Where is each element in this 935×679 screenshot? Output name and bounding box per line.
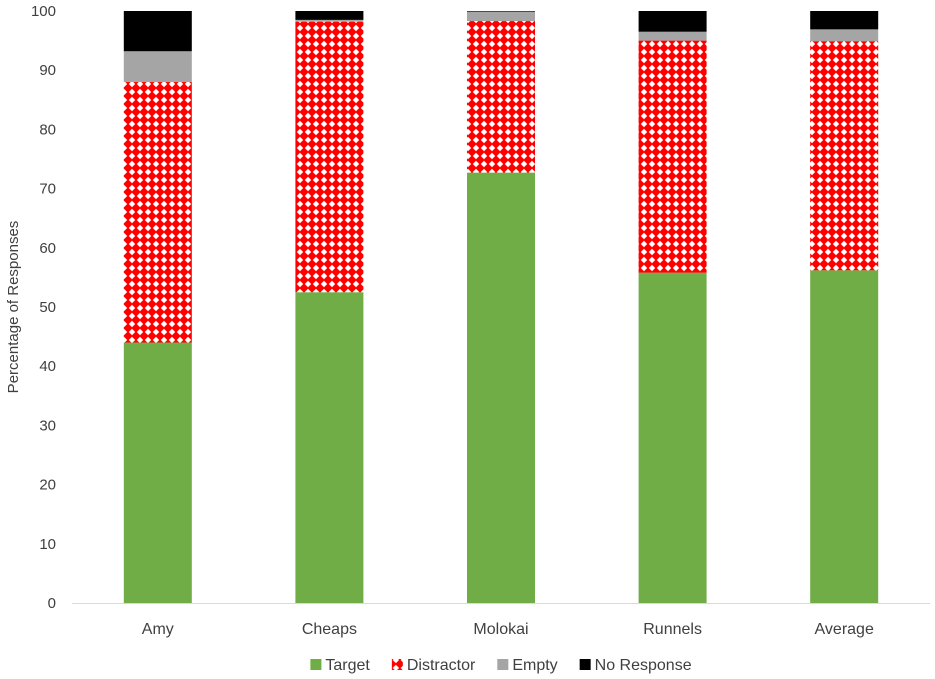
legend-label-no-response: No Response [595, 657, 692, 674]
y-axis: 0 10 20 30 40 50 60 70 80 90 100 [31, 3, 56, 612]
bar-target-molokai [467, 172, 535, 603]
bar-target-amy [123, 342, 192, 603]
bar-distractor-amy [123, 82, 192, 343]
y-tick-label: 90 [39, 62, 56, 79]
bar-no-response-amy [123, 11, 192, 52]
legend-item-distractor: Distractor [391, 657, 476, 674]
y-tick-label: 50 [39, 299, 56, 316]
bar-empty-runnels [638, 31, 707, 41]
legend-item-empty: Empty [497, 657, 558, 674]
bar-target-average [810, 270, 879, 603]
legend-label-empty: Empty [512, 657, 557, 674]
bar-empty-average [810, 29, 879, 42]
y-tick-label: 20 [39, 477, 56, 494]
x-axis: Amy Cheaps Molokai Runnels Average [72, 603, 930, 638]
bar-distractor-cheaps [295, 21, 364, 293]
y-tick-label: 40 [39, 358, 56, 375]
y-tick-label: 80 [39, 121, 56, 138]
bar-no-response-average [810, 11, 879, 30]
bar-no-response-runnels [638, 11, 707, 32]
legend-label-target: Target [325, 657, 370, 674]
x-tick-label-cheaps: Cheaps [302, 621, 357, 638]
bar-no-response-molokai [467, 11, 535, 12]
legend-swatch-target [310, 659, 322, 670]
bar-distractor-average [810, 41, 879, 271]
bar-empty-amy [123, 51, 192, 83]
y-tick-label: 60 [39, 240, 56, 257]
x-tick-label-molokai: Molokai [473, 621, 528, 638]
x-tick-label-average: Average [815, 621, 874, 638]
bar-empty-cheaps [295, 19, 364, 22]
legend-swatch-no-response [579, 659, 591, 670]
bar-no-response-cheaps [295, 11, 364, 20]
legend-label-distractor: Distractor [407, 657, 476, 674]
bar-distractor-molokai [467, 21, 535, 173]
y-tick-label: 10 [39, 536, 56, 553]
y-tick-label: 30 [39, 417, 56, 434]
legend: Target Distractor Empty No Response [310, 657, 692, 674]
legend-swatch-distractor [391, 659, 403, 670]
x-tick-label-runnels: Runnels [643, 621, 702, 638]
legend-item-target: Target [310, 657, 370, 674]
y-tick-label: 70 [39, 181, 56, 198]
bar-target-runnels [638, 272, 707, 603]
y-tick-label: 0 [48, 595, 56, 612]
y-axis-title: Percentage of Responses [5, 221, 22, 394]
legend-item-no-response: No Response [579, 657, 692, 674]
bar-empty-molokai [467, 11, 535, 22]
x-tick-label-amy: Amy [142, 621, 174, 638]
bars [123, 11, 879, 603]
y-tick-label: 100 [31, 3, 56, 20]
legend-swatch-empty [497, 659, 509, 670]
bar-target-cheaps [295, 292, 364, 603]
bar-distractor-runnels [638, 40, 707, 273]
